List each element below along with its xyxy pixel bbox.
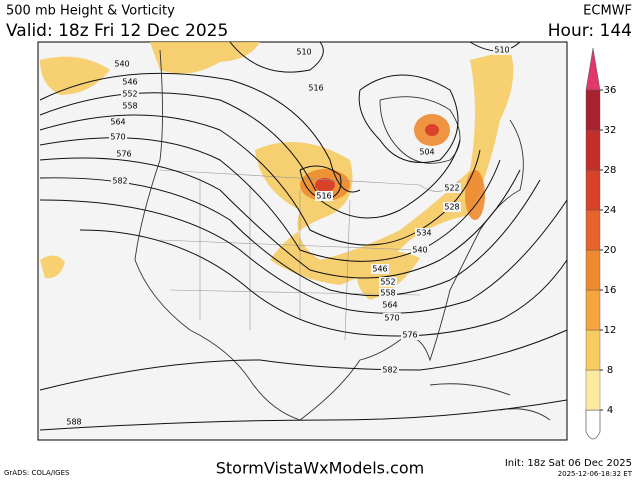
colorbar-tick-label: 8: [607, 365, 613, 376]
colorbar-tick-label: 24: [604, 205, 617, 216]
credit: GrADS: COLA/IGES: [4, 469, 70, 477]
contour-label-bg: [109, 117, 127, 127]
contour-label-bg: [111, 176, 129, 186]
colorbar-segment: [585, 89, 601, 131]
contour-label-bg: [371, 264, 389, 274]
vorticity-max: [315, 178, 335, 192]
title: 500 mb Height & Vorticity: [6, 4, 175, 19]
contour-label: 546: [122, 78, 137, 87]
contour-label-bg: [379, 277, 397, 287]
contour-label-bg: [113, 59, 131, 69]
contour-label-bg: [411, 245, 429, 255]
contour-label-bg: [418, 147, 436, 157]
valid-time: Valid: 18z Fri 12 Dec 2025: [6, 21, 228, 41]
contour-label: 540: [412, 246, 427, 255]
contour-label: 510: [296, 48, 311, 57]
contour-label-bg: [415, 228, 433, 238]
contour-label-bg: [443, 183, 461, 193]
contour-label: 570: [384, 314, 399, 323]
contour-label: 564: [382, 301, 397, 310]
contour-label-bg: [295, 47, 313, 57]
colorbar-segment: [585, 329, 601, 371]
contour-label-bg: [121, 101, 139, 111]
contour-label: 516: [316, 192, 331, 201]
init-time: Init: 18z Sat 06 Dec 2025: [505, 458, 632, 469]
colorbar-tick-label: 4: [607, 405, 613, 416]
colorbar: 4 8 12 16 20 24 28 32 36: [585, 47, 617, 440]
contour-label: 534: [416, 229, 431, 238]
contour-label: 588: [66, 418, 81, 427]
contour-label: 540: [114, 60, 129, 69]
contour-label-bg: [65, 417, 83, 427]
colorbar-tick-label: 16: [604, 285, 617, 296]
contour-label: 504: [419, 148, 434, 157]
contour-label-bg: [493, 45, 511, 55]
height-contours: [39, 41, 568, 431]
colorbar-segment: [585, 129, 601, 171]
contour-label: 564: [110, 118, 125, 127]
contour-label: 552: [380, 278, 395, 287]
timestamp: 2025-12-06-18:32 ET: [558, 470, 633, 478]
contour-label: 510: [494, 46, 509, 55]
colorbar-segment: [585, 369, 601, 411]
contour-label-bg: [381, 300, 399, 310]
colorbar-tick-label: 32: [604, 125, 617, 136]
contour-label: 570: [110, 133, 125, 142]
site-name: StormVistaWxModels.com: [216, 459, 424, 478]
contour-label: 546: [372, 265, 387, 274]
colorbar-tick-label: 20: [604, 245, 617, 256]
forecast-hour: Hour: 144: [548, 21, 632, 41]
contour-label-bg: [121, 77, 139, 87]
colorbar-tick-label: 12: [604, 325, 617, 336]
contour-label-bg: [383, 313, 401, 323]
contour-label-bg: [121, 89, 139, 99]
contour-label: 516: [308, 84, 323, 93]
contour-label: 522: [444, 184, 459, 193]
contour-label-bg: [315, 191, 333, 201]
contour-label: 558: [122, 102, 137, 111]
contour-label: 582: [112, 177, 127, 186]
model-name: ECMWF: [583, 4, 632, 19]
contour-label: 552: [122, 90, 137, 99]
contour-label-bg: [109, 132, 127, 142]
colorbar-segment: [585, 249, 601, 291]
colorbar-segment: [585, 209, 601, 251]
contour-label-bg: [115, 149, 133, 159]
contour-label-bg: [379, 288, 397, 298]
contour-label-bg: [443, 202, 461, 212]
coastlines: [134, 49, 551, 421]
colorbar-segment: [585, 289, 601, 331]
contour-label-bg: [307, 83, 325, 93]
contour-label: 528: [444, 203, 459, 212]
contour-label: 576: [116, 150, 131, 159]
vorticity-max: [425, 124, 439, 136]
contour-label-bg: [401, 330, 419, 340]
colorbar-tick-label: 28: [604, 165, 617, 176]
colorbar-top: [585, 47, 601, 91]
colorbar-bottom: [585, 409, 601, 440]
colorbar-segment: [585, 169, 601, 211]
contour-label: 576: [402, 331, 417, 340]
contour-label: 582: [382, 366, 397, 375]
contour-label: 558: [380, 289, 395, 298]
contour-label-bg: [381, 365, 399, 375]
map: [37, 41, 568, 441]
colorbar-tick-label: 36: [604, 85, 617, 96]
